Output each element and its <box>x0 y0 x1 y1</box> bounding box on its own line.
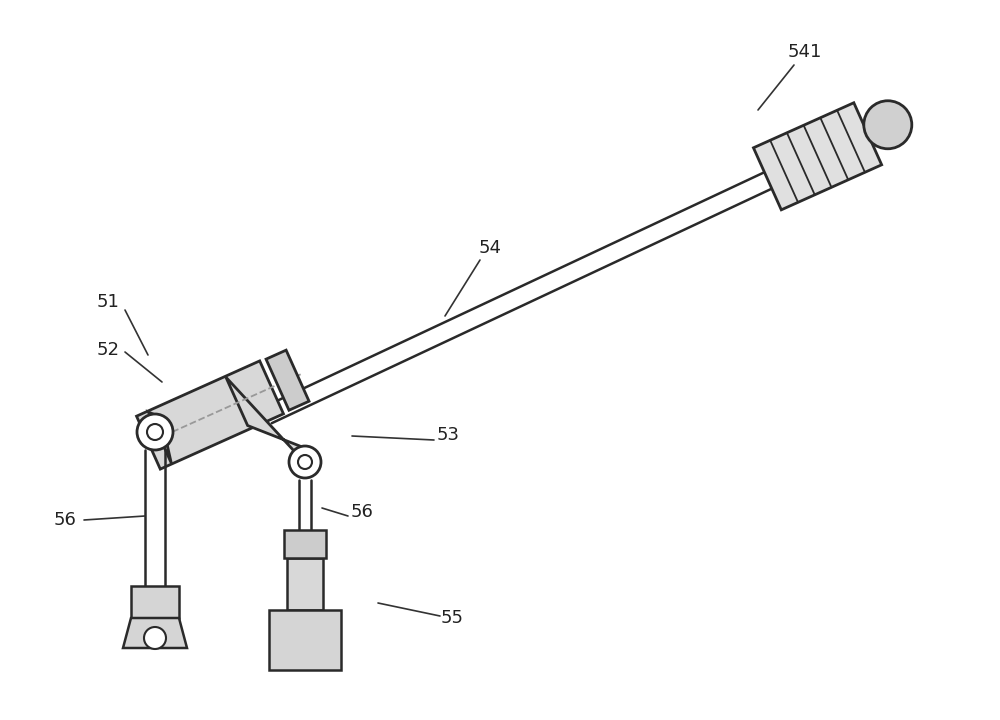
Circle shape <box>289 446 321 478</box>
Text: 51: 51 <box>97 293 119 311</box>
Circle shape <box>144 627 166 649</box>
Circle shape <box>864 101 912 149</box>
Polygon shape <box>269 610 341 670</box>
Polygon shape <box>753 103 882 210</box>
Circle shape <box>298 455 312 469</box>
Text: 53: 53 <box>437 426 460 444</box>
Polygon shape <box>226 377 315 452</box>
Text: 541: 541 <box>788 43 822 61</box>
Polygon shape <box>137 361 283 469</box>
Text: 55: 55 <box>441 609 464 627</box>
Text: 54: 54 <box>479 239 502 257</box>
Circle shape <box>147 424 163 440</box>
Polygon shape <box>287 558 323 610</box>
Circle shape <box>137 414 173 450</box>
Polygon shape <box>266 350 309 410</box>
Text: 52: 52 <box>97 341 120 359</box>
Polygon shape <box>131 586 179 618</box>
Polygon shape <box>284 530 326 558</box>
Polygon shape <box>148 412 171 463</box>
Polygon shape <box>123 618 187 648</box>
Text: 56: 56 <box>54 511 76 529</box>
Text: 56: 56 <box>351 503 373 521</box>
